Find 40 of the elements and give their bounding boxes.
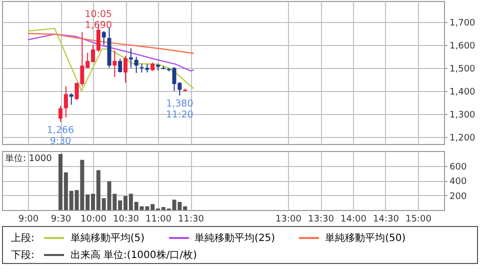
y-tick-label: 1,600 [450,41,476,52]
annotation: 1,266 9:30 [46,124,74,147]
annotation: 1,380 11:20 [166,98,194,121]
candlestick [134,56,138,74]
y-tick-label: 1,400 [450,87,476,98]
x-tick-label: 9:30 [50,214,72,224]
line-series [27,32,194,54]
x-tick-label: 11:30 [178,214,204,224]
x-tick-label: 9:00 [18,214,39,224]
y-tick-label: 1,700 [450,18,476,28]
x-tick-label: 15:00 [406,214,432,224]
y-tick-label: 600 [450,162,467,172]
x-tick-label: 13:30 [308,214,334,224]
y-tick-label: 200 [450,192,467,202]
legend-label: 出来高 単位:(1000株/口/枚) [70,248,197,262]
line-series [27,34,194,72]
x-tick-label: 13:00 [276,214,302,224]
candlestick [64,86,68,118]
y-tick-label: 1,300 [450,110,476,121]
x-tick-label: 14:00 [340,214,367,224]
candlestick [118,58,122,73]
y-tick-label: 1,500 [450,64,476,74]
legend-label: 単純移動平均(5) [70,232,145,244]
legend-title: 上段: [11,232,34,244]
candlestick [102,30,106,46]
candlestick [112,50,117,78]
legend-label: 単純移動平均(50) [325,232,406,244]
candlestick [58,105,62,122]
legend-title: 下段: [11,248,34,262]
x-tick-label: 11:00 [146,214,172,224]
y-tick-label: 1,200 [450,134,476,144]
y-tick-label: 400 [450,177,467,187]
annotation: 単位: 1000 [5,153,52,164]
legend-label: 単純移動平均(25) [194,232,276,244]
candlestick [124,55,128,84]
candlestick [128,48,133,68]
x-tick-label: 14:30 [373,214,400,224]
x-tick-label: 10:00 [80,214,107,224]
x-tick-label: 10:30 [113,214,140,224]
line-series [27,28,194,92]
